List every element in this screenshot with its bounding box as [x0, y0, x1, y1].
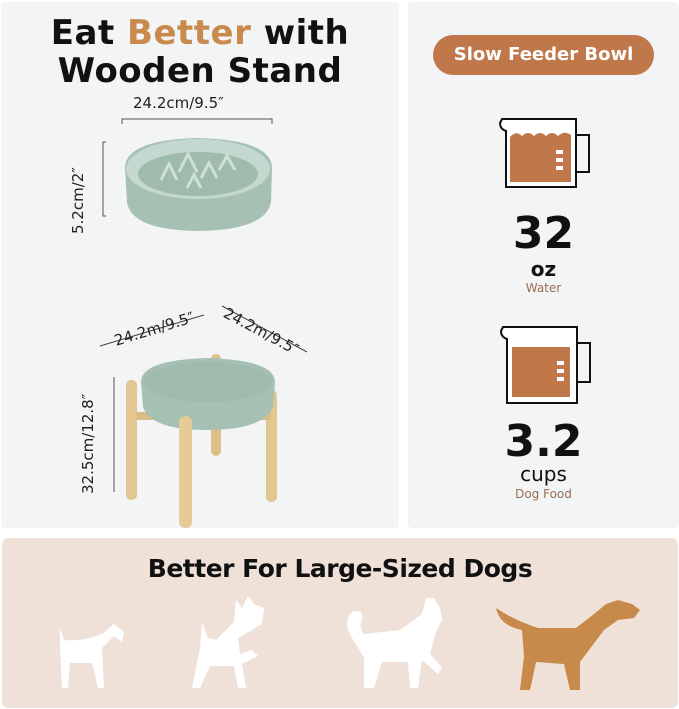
right-panel: Slow Feeder Bowl 32 oz Water 3.2 cups Do…	[408, 2, 679, 528]
large-dog-icon	[496, 600, 640, 690]
medium-dog-icon	[192, 596, 264, 688]
water-capacity-unit: oz	[530, 257, 557, 281]
bowl-illustrations	[99, 118, 308, 528]
dog-size-title: Better For Large-Sized Dogs	[147, 554, 533, 583]
food-label: Dog Food	[515, 487, 572, 501]
water-capacity-value: 32	[512, 208, 575, 259]
slow-feeder-badge: Slow Feeder Bowl	[433, 35, 654, 75]
wooden-stand-image	[126, 354, 277, 528]
small-dog-icon	[60, 624, 124, 688]
slow-feeder-bowl-image	[125, 138, 272, 231]
bottom-panel: Better For Large-Sized Dogs	[2, 538, 678, 708]
measuring-cup-food-icon	[499, 326, 591, 404]
bowl-height-label: 5.2cm/2″	[69, 167, 87, 234]
bowl-width-label: 24.2cm/9.5″	[133, 94, 224, 112]
food-capacity-value: 3.2	[504, 416, 583, 467]
water-label: Water	[525, 281, 562, 295]
dog-size-illustrations	[60, 596, 640, 690]
headline: Eat Better with Wooden Stand	[50, 13, 350, 91]
large-medium-dog-icon	[347, 598, 442, 688]
stand-height-label: 32.5cm/12.8″	[79, 393, 97, 494]
measuring-cup-water-icon	[498, 118, 590, 188]
left-panel: Eat Better with Wooden Stand 24.2cm/9.5″…	[1, 2, 399, 528]
food-capacity-unit: cups	[520, 462, 567, 486]
